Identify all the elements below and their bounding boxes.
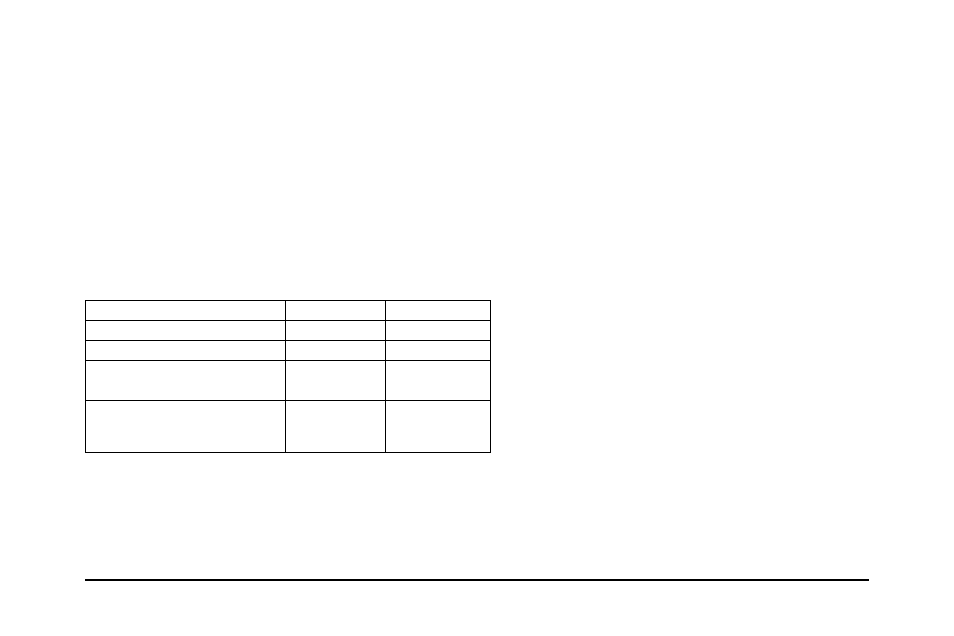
table-cell [86,321,286,341]
table-row [86,341,491,361]
table-cell [86,341,286,361]
horizontal-rule [85,579,869,581]
table-cell [86,301,286,321]
table-cell [286,341,386,361]
page [0,0,954,636]
table-body [86,301,491,453]
table-row [86,361,491,401]
table-cell [386,361,491,401]
table-row [86,321,491,341]
table-cell [386,321,491,341]
table-row [86,301,491,321]
table-cell [286,301,386,321]
table-cell [386,341,491,361]
table-cell [286,401,386,453]
table-cell [386,401,491,453]
table-cell [286,361,386,401]
table-cell [86,361,286,401]
table-cell [386,301,491,321]
data-table [85,300,491,453]
table-row [86,401,491,453]
table-cell [286,321,386,341]
table-cell [86,401,286,453]
